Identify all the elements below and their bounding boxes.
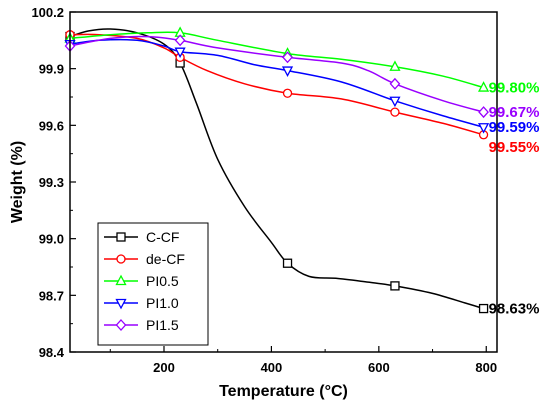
- end-value-label: 99.59%: [489, 119, 540, 136]
- legend-label: C-CF: [146, 229, 179, 245]
- data-point: [282, 51, 293, 64]
- legend-marker: [116, 232, 126, 242]
- y-tick-label: 99.0: [39, 232, 64, 247]
- data-point: [389, 96, 401, 108]
- end-value-label: 99.67%: [489, 104, 540, 121]
- legend-label: PI0.5: [146, 273, 179, 289]
- plot-frame: [69, 11, 498, 353]
- x-tick-label: 400: [261, 360, 283, 375]
- series-line: [69, 33, 484, 136]
- series-line: [69, 35, 484, 113]
- y-axis-label: Weight (%): [9, 141, 26, 223]
- legend-label: PI1.5: [146, 317, 179, 333]
- data-point: [390, 281, 400, 291]
- legend-entry: C-CF: [104, 229, 179, 245]
- data-point: [477, 81, 490, 92]
- legend-entry: PI0.5: [104, 273, 179, 289]
- y-tick-label: 98.4: [39, 345, 65, 360]
- legend-entry: PI1.0: [104, 295, 179, 311]
- data-point: [174, 34, 186, 47]
- data-point: [282, 88, 293, 98]
- y-tick-label: 99.9: [39, 62, 64, 77]
- tick-labels: 200 400 600 800 98.4 98.7 99.0 99.3 99.6 99.9 100.…: [31, 5, 497, 375]
- end-value-labels: 98.63% 99.55% 99.80% 99.59%99.67%: [489, 80, 540, 318]
- y-tick-label: 100.2: [31, 5, 64, 20]
- x-axis-label: Temperature (°C): [219, 383, 348, 400]
- legend-entry: PI1.5: [104, 317, 179, 333]
- end-value-label: 99.80%: [489, 80, 540, 97]
- data-point: [389, 60, 401, 71]
- legend-label: de-CF: [146, 251, 185, 267]
- data-point: [174, 47, 186, 59]
- series-group: [64, 26, 490, 314]
- y-tick-label: 99.6: [39, 118, 64, 133]
- series-line: [69, 31, 484, 89]
- y-tick-label: 99.3: [39, 175, 64, 190]
- data-point: [478, 106, 489, 119]
- x-tick-label: 200: [153, 360, 175, 375]
- data-point: [281, 66, 294, 77]
- legend-marker: [115, 319, 127, 331]
- data-point: [477, 123, 490, 134]
- legend-label: PI1.0: [146, 295, 179, 311]
- end-value-label: 99.55%: [489, 139, 540, 156]
- legend-entry: de-CF: [104, 251, 185, 267]
- legend-marker: [116, 254, 126, 264]
- data-point: [389, 77, 401, 90]
- data-point: [390, 107, 400, 117]
- data-point: [478, 303, 489, 314]
- legend-marker: [115, 298, 127, 310]
- series-PI1.5: [64, 34, 489, 119]
- x-tick-label: 600: [368, 360, 390, 375]
- data-point: [282, 258, 293, 268]
- series-line: [69, 38, 484, 128]
- legend-marker: [115, 274, 127, 286]
- series-de-CF: [65, 30, 489, 140]
- legend: C-CF de-CF PI0.5 PI1.0 PI1.5: [97, 222, 209, 346]
- x-tick-label: 800: [475, 360, 497, 375]
- y-tick-label: 98.7: [39, 288, 64, 303]
- end-value-label: 98.63%: [489, 301, 540, 318]
